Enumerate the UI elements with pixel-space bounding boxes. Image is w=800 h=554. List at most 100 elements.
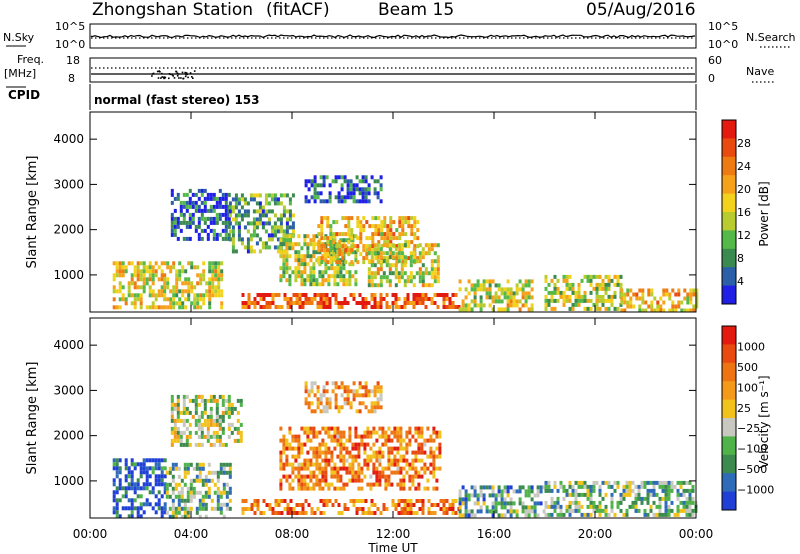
heatmap-cell-10-1735 xyxy=(616,306,620,311)
heatmap-cell-3-555 xyxy=(276,237,280,242)
heatmap-cell-3-646 xyxy=(451,507,455,511)
heatmap-cell-2-302 xyxy=(185,200,189,205)
heatmap-cell-0-131 xyxy=(157,498,161,503)
heatmap-cell-2-346 xyxy=(176,426,180,431)
heatmap-cell-4-922 xyxy=(360,442,364,447)
freq-scatter-point-13 xyxy=(180,77,182,79)
heatmap-cell-11-1825 xyxy=(692,292,696,297)
heatmap-cell-10-1712 xyxy=(604,286,608,291)
heatmap-cell-3-420 xyxy=(228,201,232,206)
heatmap-cell-5-1193 xyxy=(325,389,329,394)
velocity-y-label: Slant Range [km] xyxy=(25,362,40,475)
heatmap-cell-0-75 xyxy=(136,510,140,515)
heatmap-cell-6-1302 xyxy=(473,513,477,518)
heatmap-cell-2-384 xyxy=(194,406,198,411)
heatmap-cell-7-1672 xyxy=(691,512,695,517)
heatmap-cell-4-949 xyxy=(369,474,373,479)
heatmap-cell-1-215 xyxy=(202,293,206,298)
heatmap-cell-11-1786 xyxy=(656,308,660,313)
heatmap-cell-4-771 xyxy=(315,458,319,463)
time-label-5: 20:00 xyxy=(578,527,613,541)
heatmap-cell-1-181 xyxy=(174,506,178,511)
heatmap-cell-1-217 xyxy=(202,301,206,306)
heatmap-cell-2-372 xyxy=(185,442,189,447)
heatmap-cell-7-1598 xyxy=(658,480,662,485)
heatmap-cell-4-749 xyxy=(309,458,313,463)
heatmap-cell-0-97 xyxy=(151,289,155,294)
heatmap-cell-3-505 xyxy=(258,213,262,218)
heatmap-cell-6-1322 xyxy=(491,485,495,490)
heatmap-cell-3-613 xyxy=(409,507,413,511)
heatmap-cell-7-1441 xyxy=(562,512,566,517)
heatmap-cell-5-828 xyxy=(294,254,298,259)
heatmap-cell-4-1100 xyxy=(417,446,421,451)
heatmap-cell-7-1651 xyxy=(682,508,686,513)
heatmap-cell-8-1433 xyxy=(337,199,341,204)
heatmap-cell-4-906 xyxy=(354,470,358,475)
heatmap-cell-11-1762 xyxy=(635,296,639,301)
heatmap-cell-7-1530 xyxy=(616,484,620,489)
heatmap-cell-4-729 xyxy=(391,301,395,305)
heatmap-cell-4-998 xyxy=(384,482,388,487)
heatmap-cell-3-434 xyxy=(231,237,235,242)
heatmap-cell-4-724 xyxy=(303,426,307,431)
heatmap-cell-2-392 xyxy=(221,192,225,197)
heatmap-cell-4-1086 xyxy=(414,426,418,431)
heatmap-cell-4-797 xyxy=(321,486,325,491)
heatmap-cell-7-1453 xyxy=(571,484,575,489)
heatmap-cell-1-212 xyxy=(186,470,190,475)
heatmap-cell-0-90 xyxy=(148,293,152,298)
heatmap-cell-7-1362 xyxy=(424,271,428,276)
heatmap-cell-5-815 xyxy=(288,242,292,247)
heatmap-cell-6-1216 xyxy=(410,228,414,233)
heatmap-cell-2-295 xyxy=(182,200,186,205)
heatmap-cell-1-146 xyxy=(172,293,176,298)
heatmap-cell-2-464 xyxy=(221,442,225,447)
heatmap-cell-1-209 xyxy=(199,297,203,302)
heatmap-cell-7-1475 xyxy=(580,512,584,517)
heatmap-cell-4-749 xyxy=(415,297,419,301)
heatmap-cell-2-345 xyxy=(176,418,180,423)
heatmap-cell-0-24 xyxy=(118,470,122,475)
heatmap-cell-4-696 xyxy=(346,301,350,305)
heatmap-cell-4-816 xyxy=(327,458,331,463)
heatmap-cell-5-1235 xyxy=(358,381,362,386)
heatmap-cell-1-247 xyxy=(214,289,218,294)
heatmap-cell-2-437 xyxy=(212,442,216,447)
heatmap-cell-4-721 xyxy=(300,478,304,483)
heatmap-cell-4-928 xyxy=(363,434,367,439)
heatmap-cell-5-1237 xyxy=(358,393,362,398)
colorbar-tick-4: 20 xyxy=(737,183,751,196)
heatmap-cell-1-258 xyxy=(220,261,224,266)
heatmap-cell-4-1157 xyxy=(438,446,442,451)
heatmap-cell-4-961 xyxy=(375,430,379,435)
heatmap-cell-3-516 xyxy=(268,503,272,507)
heatmap-cell-7-1500 xyxy=(595,504,599,509)
heatmap-cell-1-129 xyxy=(166,261,170,266)
heatmap-cell-5-1252 xyxy=(370,401,374,406)
heatmap-cell-1-173 xyxy=(184,269,188,274)
heatmap-cell-6-1018 xyxy=(320,232,324,237)
heatmap-cell-7-1242 xyxy=(367,283,371,288)
colorbar-swatch-9 xyxy=(722,491,736,511)
heatmap-cell-4-681 xyxy=(288,462,292,467)
heatmap-cell-5-901 xyxy=(318,274,322,279)
heatmap-cell-4-974 xyxy=(378,450,382,455)
heatmap-cell-1-274 xyxy=(210,498,214,503)
heatmap-cell-4-1070 xyxy=(408,430,412,435)
heatmap-cell-7-1353 xyxy=(421,255,425,260)
colorbar-tick-3: 25 xyxy=(737,402,751,415)
heatmap-cell-4-766 xyxy=(315,430,319,435)
heatmap-cell-4-1016 xyxy=(390,458,394,463)
heatmap-cell-0-69 xyxy=(139,305,143,310)
heatmap-cell-4-861 xyxy=(339,478,343,483)
heatmap-cell-11-1832 xyxy=(695,304,699,309)
heatmap-cell-10-1671 xyxy=(580,298,584,303)
heatmap-cell-1-223 xyxy=(189,486,193,491)
heatmap-cell-3-570 xyxy=(352,503,356,507)
heatmap-cell-4-750 xyxy=(309,462,313,467)
colorbar-swatch-6 xyxy=(722,230,736,250)
heatmap-cell-5-1164 xyxy=(304,397,308,402)
heatmap-cell-7-1245 xyxy=(370,259,374,264)
heatmap-cell-7-1523 xyxy=(610,500,614,505)
